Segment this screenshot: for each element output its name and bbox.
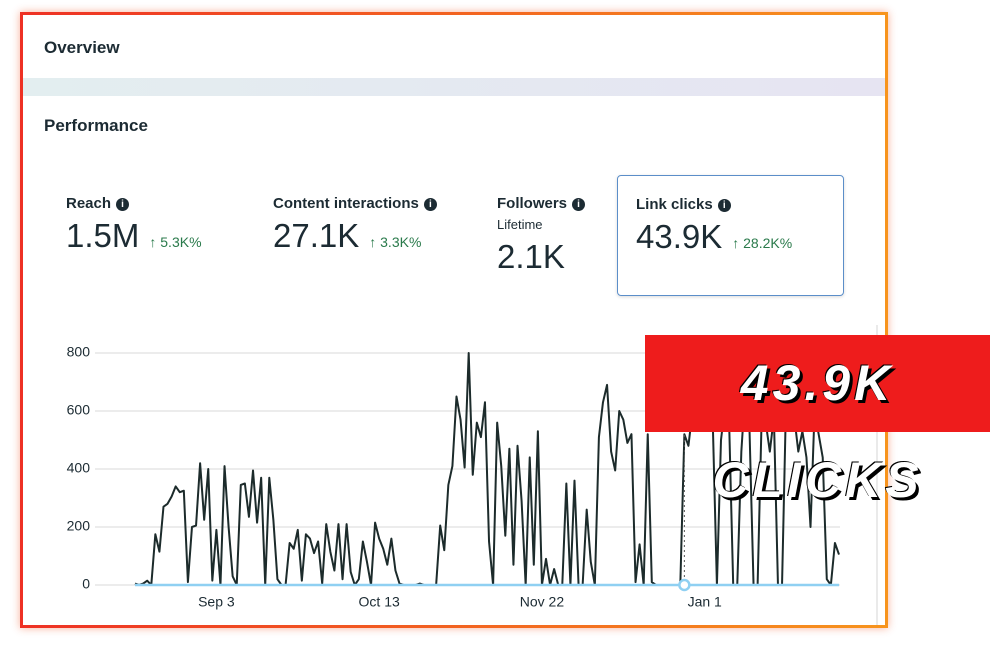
section-title: Performance — [44, 116, 148, 135]
y-tick-label: 600 — [67, 402, 91, 418]
x-tick-label: Oct 13 — [359, 594, 400, 610]
y-tick-label: 400 — [67, 460, 91, 476]
info-icon[interactable]: i — [423, 198, 437, 211]
x-tick-label: Sep 3 — [198, 594, 235, 610]
info-icon[interactable]: i — [717, 199, 731, 212]
metric-label: Followers — [497, 195, 568, 212]
metric-label: Reach — [66, 195, 112, 212]
metric-value: 43.9K — [636, 218, 723, 255]
metric-value: 2.1K — [497, 238, 565, 275]
metric-value: 27.1K — [273, 217, 360, 254]
y-tick-label: 800 — [67, 344, 91, 360]
metric-card[interactable]: Followers i Lifetime 2.1K — [479, 175, 609, 296]
info-icon[interactable]: i — [572, 198, 586, 211]
y-tick-label: 0 — [82, 576, 90, 592]
x-tick-label: Nov 22 — [520, 594, 565, 610]
metric-change: ↑ 5.3K% — [149, 234, 202, 250]
metric-label: Content interactions — [273, 195, 419, 212]
header-title: Overview — [44, 38, 120, 57]
metric-label: Link clicks — [636, 196, 713, 213]
metric-card[interactable]: Reach i 1.5M ↑ 5.3K% — [48, 175, 248, 296]
x-tick-label: Jan 1 — [688, 594, 722, 610]
metric-change: ↑ 3.3K% — [369, 234, 422, 250]
metric-change: ↑ 28.2K% — [732, 235, 793, 251]
series-line — [134, 352, 840, 586]
y-tick-label: 200 — [67, 518, 91, 534]
metric-card[interactable]: Content interactions i 27.1K ↑ 3.3K% — [255, 175, 485, 296]
overview-panel — [20, 12, 888, 628]
divider-band — [23, 78, 885, 96]
banner: 43.9K CLICKS — [645, 335, 990, 508]
info-icon[interactable]: i — [116, 198, 130, 211]
metric-value: 1.5M — [66, 217, 140, 254]
hover-marker — [678, 578, 691, 592]
metric-card[interactable]: Link clicks i 43.9K ↑ 28.2K% — [617, 175, 844, 296]
metric-sublabel: Lifetime — [497, 217, 543, 232]
